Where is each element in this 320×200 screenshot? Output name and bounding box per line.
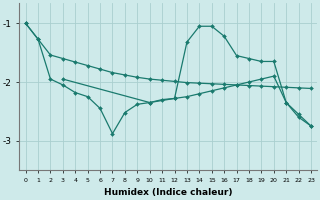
X-axis label: Humidex (Indice chaleur): Humidex (Indice chaleur) [104, 188, 233, 197]
